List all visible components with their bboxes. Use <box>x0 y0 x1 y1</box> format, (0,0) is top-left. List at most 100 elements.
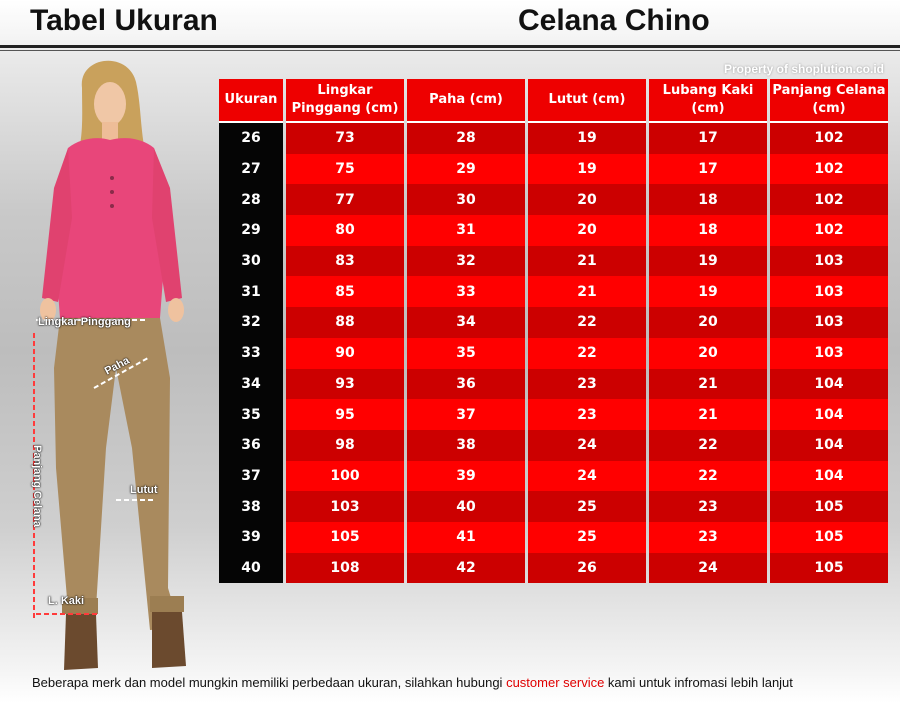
column-header-size: Ukuran <box>219 79 283 123</box>
cell-knee: 19 <box>528 123 646 154</box>
cell-thigh: 38 <box>407 429 525 461</box>
cell-knee: 25 <box>528 491 646 522</box>
cell-leg-opening: 23 <box>649 491 767 522</box>
cell-thigh: 39 <box>407 460 525 492</box>
cell-waist: 73 <box>286 123 404 154</box>
cell-waist: 83 <box>286 245 404 277</box>
cell-size: 26 <box>219 123 283 154</box>
table-row: 28 77 30 20 18 102 <box>219 184 888 216</box>
cell-waist: 105 <box>286 521 404 553</box>
cell-length: 104 <box>770 460 888 492</box>
cell-knee: 20 <box>528 184 646 216</box>
cell-knee: 26 <box>528 552 646 584</box>
footer-text: Beberapa merk dan model mungkin memiliki… <box>32 675 507 690</box>
cell-length: 105 <box>770 491 888 522</box>
cell-thigh: 35 <box>407 337 525 369</box>
cell-knee: 21 <box>528 245 646 277</box>
cell-size: 30 <box>219 245 283 277</box>
cell-length: 103 <box>770 307 888 338</box>
table-row: 32 88 34 22 20 103 <box>219 307 888 338</box>
table-row: 39 105 41 25 23 105 <box>219 521 888 553</box>
footer-note: Beberapa merk dan model mungkin memiliki… <box>32 675 793 690</box>
cell-waist: 85 <box>286 276 404 308</box>
cell-size: 31 <box>219 276 283 308</box>
cell-length: 103 <box>770 245 888 277</box>
length-label: Panjang Celana <box>30 445 43 527</box>
cell-knee: 24 <box>528 460 646 492</box>
cell-size: 28 <box>219 184 283 216</box>
cell-leg-opening: 22 <box>649 460 767 492</box>
table-header-row: Ukuran Lingkar Pinggang (cm) Paha (cm) L… <box>219 79 888 123</box>
table-row: 34 93 36 23 21 104 <box>219 368 888 400</box>
cell-length: 103 <box>770 337 888 369</box>
cell-thigh: 37 <box>407 399 525 430</box>
cell-length: 105 <box>770 521 888 553</box>
cell-knee: 20 <box>528 215 646 246</box>
cell-waist: 88 <box>286 307 404 338</box>
page-title: Tabel Ukuran <box>30 4 218 37</box>
table-row: 35 95 37 23 21 104 <box>219 399 888 430</box>
cell-knee: 23 <box>528 399 646 430</box>
cell-knee: 22 <box>528 307 646 338</box>
column-header-knee: Lutut (cm) <box>528 79 646 123</box>
footer-text-end: kami untuk infromasi lebih lanjut <box>604 675 793 690</box>
model-illustration <box>33 60 186 670</box>
cell-knee: 23 <box>528 368 646 400</box>
cell-leg-opening: 19 <box>649 245 767 277</box>
cell-waist: 100 <box>286 460 404 492</box>
cell-leg-opening: 21 <box>649 368 767 400</box>
cell-waist: 95 <box>286 399 404 430</box>
cell-waist: 103 <box>286 491 404 522</box>
cell-waist: 77 <box>286 184 404 216</box>
cell-leg-opening: 18 <box>649 184 767 216</box>
cell-leg-opening: 17 <box>649 153 767 185</box>
cell-size: 40 <box>219 552 283 584</box>
cell-length: 102 <box>770 123 888 154</box>
cell-size: 39 <box>219 521 283 553</box>
cell-size: 37 <box>219 460 283 492</box>
table-row: 27 75 29 19 17 102 <box>219 153 888 185</box>
cell-size: 38 <box>219 491 283 522</box>
cell-size: 29 <box>219 215 283 246</box>
cell-size: 34 <box>219 368 283 400</box>
cell-thigh: 30 <box>407 184 525 216</box>
table-row: 36 98 38 24 22 104 <box>219 429 888 461</box>
cell-thigh: 34 <box>407 307 525 338</box>
table-body: 26 73 28 19 17 102 27 75 29 19 17 102 28 77 30 20 18 102 2… <box>219 123 888 584</box>
column-header-leg-opening: Lubang Kaki (cm) <box>649 79 767 123</box>
cell-knee: 21 <box>528 276 646 308</box>
cell-size: 35 <box>219 399 283 430</box>
cell-leg-opening: 20 <box>649 337 767 369</box>
header-divider-thin <box>0 50 900 51</box>
cell-waist: 98 <box>286 429 404 461</box>
product-title: Celana Chino <box>518 4 710 37</box>
customer-service-link[interactable]: customer service <box>506 675 605 690</box>
cell-waist: 80 <box>286 215 404 246</box>
cell-waist: 75 <box>286 153 404 185</box>
cell-length: 104 <box>770 399 888 430</box>
leg-opening-label: L. Kaki <box>48 595 85 607</box>
table-row: 31 85 33 21 19 103 <box>219 276 888 308</box>
cell-thigh: 36 <box>407 368 525 400</box>
cell-thigh: 32 <box>407 245 525 277</box>
header-divider <box>0 45 900 48</box>
cell-thigh: 33 <box>407 276 525 308</box>
cell-thigh: 31 <box>407 215 525 246</box>
cell-length: 104 <box>770 368 888 400</box>
cell-leg-opening: 18 <box>649 215 767 246</box>
column-header-waist: Lingkar Pinggang (cm) <box>286 79 404 123</box>
cell-leg-opening: 17 <box>649 123 767 154</box>
cell-leg-opening: 24 <box>649 552 767 584</box>
cell-size: 33 <box>219 337 283 369</box>
cell-thigh: 40 <box>407 491 525 522</box>
cell-knee: 22 <box>528 337 646 369</box>
table-row: 38 103 40 25 23 105 <box>219 491 888 522</box>
cell-waist: 90 <box>286 337 404 369</box>
cell-thigh: 28 <box>407 123 525 154</box>
cell-length: 103 <box>770 276 888 308</box>
cell-thigh: 41 <box>407 521 525 553</box>
cell-size: 32 <box>219 307 283 338</box>
cell-waist: 93 <box>286 368 404 400</box>
cell-knee: 24 <box>528 429 646 461</box>
cell-length: 102 <box>770 153 888 185</box>
